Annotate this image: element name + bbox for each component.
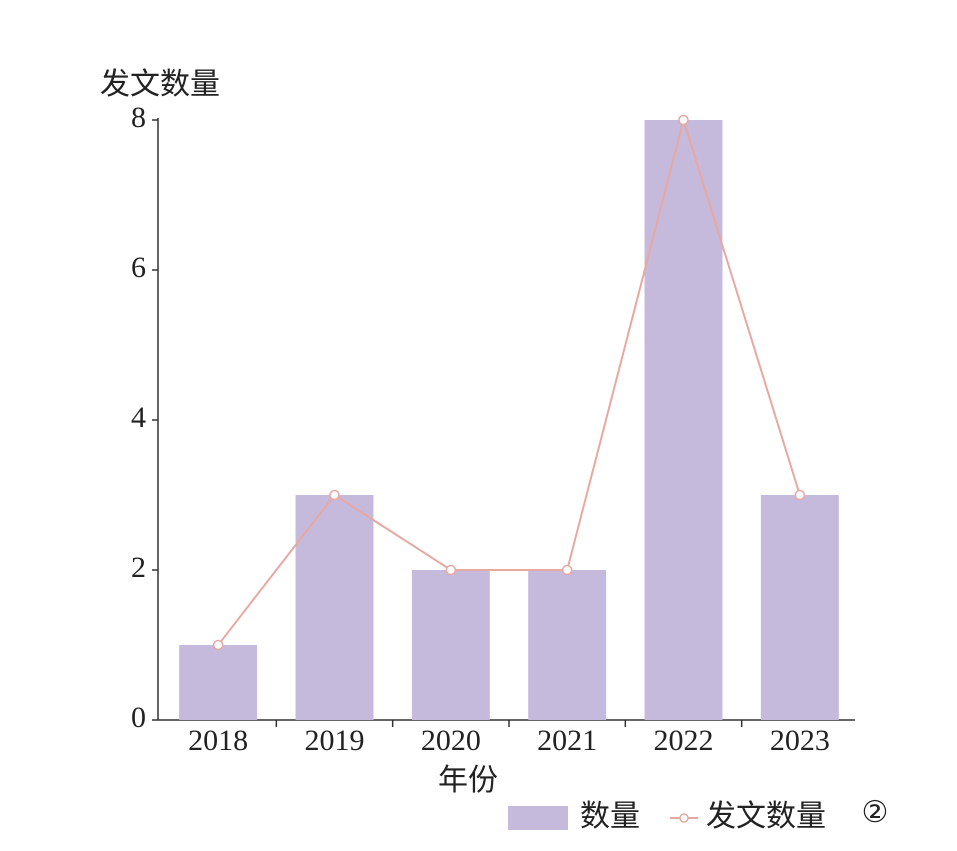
line-marker (329, 489, 340, 501)
bar (295, 495, 374, 720)
legend-swatch (508, 806, 568, 830)
legend-label: 数量 (580, 800, 640, 833)
x-tick-label: 2022 (654, 724, 714, 757)
x-tick-label: 2018 (188, 724, 248, 757)
y-tick-label: 8 (131, 101, 146, 134)
y-tick-label: 4 (131, 401, 146, 434)
x-tick-label: 2021 (537, 724, 597, 757)
y-tick-label: 0 (131, 701, 146, 734)
line-marker (561, 564, 573, 576)
bar (760, 495, 839, 720)
legend-label: 发文数量 (706, 800, 826, 833)
bar (411, 570, 490, 720)
y-axis-label: 发文数量 (100, 68, 220, 101)
annotation: ② (862, 796, 889, 829)
bar (528, 570, 607, 720)
line (217, 116, 801, 646)
x-tick-label: 2019 (305, 724, 365, 757)
line-marker (212, 639, 224, 651)
bar (179, 645, 258, 720)
x-tick-label: 2020 (421, 724, 481, 757)
x-axis-label: 年份 (438, 764, 498, 797)
y-tick-label: 6 (131, 251, 146, 284)
legend-marker (679, 813, 689, 823)
y-tick-label: 2 (131, 551, 146, 584)
line-marker (445, 564, 457, 576)
line-marker (794, 489, 806, 501)
line-marker (678, 114, 689, 126)
x-tick-label: 2023 (770, 724, 830, 757)
